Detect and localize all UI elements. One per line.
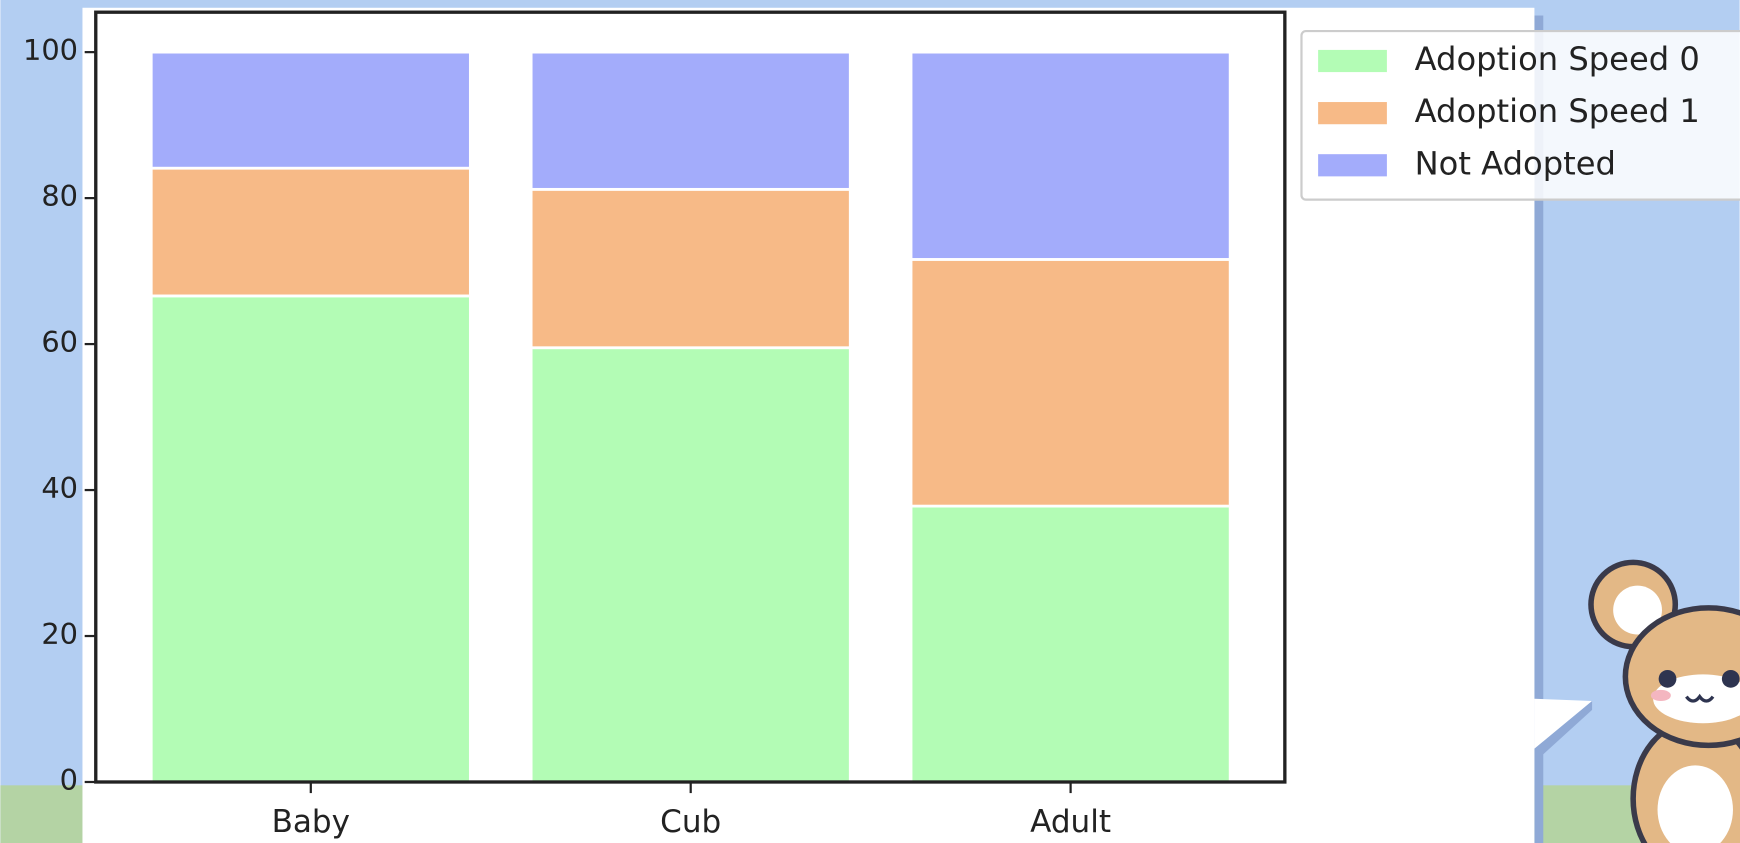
bar-segment (149, 294, 472, 784)
legend-swatch (1318, 49, 1387, 73)
y-tick-label: 60 (41, 325, 78, 359)
bar-segment (529, 50, 852, 191)
axes-frame (94, 10, 1287, 784)
y-tick-label: 80 (41, 179, 78, 213)
legend-swatch (1318, 154, 1387, 177)
plot: 0 20 40 60 80 100 Baby Cub Adult (23, 33, 1232, 840)
bubble-tail-shadow (1534, 701, 1593, 755)
x-tick-label: Baby (272, 804, 350, 840)
y-tick-label: 0 (60, 763, 78, 797)
bar-segment (529, 346, 852, 784)
bar-segment (149, 166, 472, 298)
x-tick-label: Adult (1030, 804, 1111, 840)
y-tick-label: 20 (41, 617, 78, 651)
legend-label: Adoption Speed 0 (1415, 40, 1700, 78)
mascot (1588, 559, 1740, 843)
y-tick-label: 100 (23, 33, 78, 67)
panel-shadow (1534, 15, 1544, 843)
legend-swatch (1318, 102, 1387, 125)
legend: Adoption Speed 0 Adoption Speed 1 Not Adop… (1318, 40, 1700, 182)
legend-label: Not Adopted (1415, 144, 1616, 182)
y-tick-label: 40 (41, 471, 78, 505)
bar-segment (529, 187, 852, 350)
bar-segment (909, 258, 1232, 508)
legend-box (1300, 29, 1740, 201)
bar-segment (149, 50, 472, 170)
bar-segment (909, 504, 1232, 784)
x-tick-label: Cub (660, 804, 721, 840)
legend-label: Adoption Speed 1 (1415, 92, 1700, 130)
bubble-tail (1534, 698, 1593, 749)
bar-segment (909, 50, 1232, 261)
